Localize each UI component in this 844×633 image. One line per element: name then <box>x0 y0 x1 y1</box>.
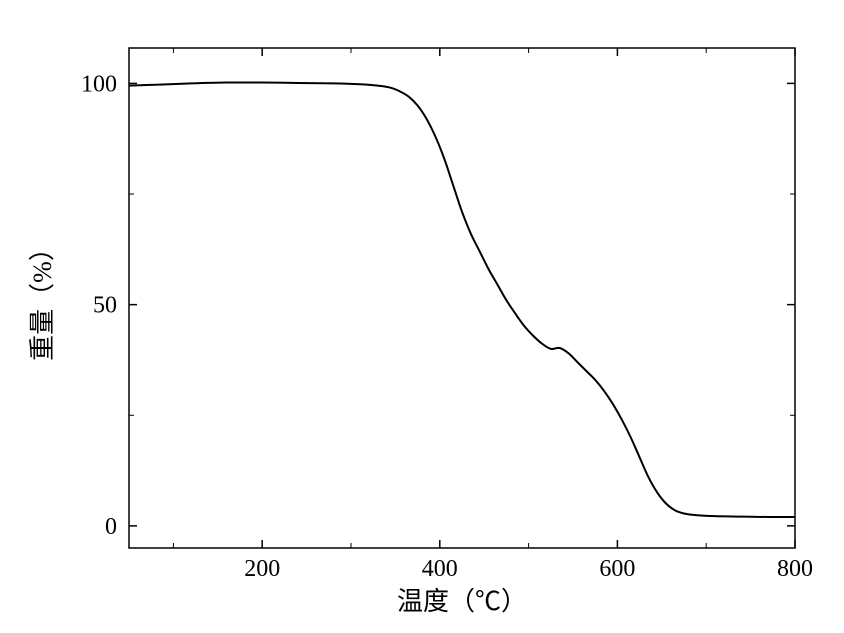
y-axis-label: 重量（%） <box>28 235 57 361</box>
x-tick-label: 400 <box>422 556 458 582</box>
tga-chart: 200 400 600 800 0 50 100 温度（℃） 重量（%） <box>0 0 844 633</box>
plot-frame <box>129 48 795 548</box>
y-tick-label: 50 <box>93 293 117 319</box>
x-tick-label: 600 <box>599 556 635 582</box>
x-tick-label: 800 <box>777 556 813 582</box>
y-tick-label: 0 <box>105 514 117 540</box>
series-line <box>129 82 795 517</box>
chart-svg: 200 400 600 800 0 50 100 温度（℃） 重量（%） <box>0 0 844 633</box>
y-tick-label: 100 <box>81 71 117 97</box>
x-tick-label: 200 <box>244 556 280 582</box>
x-axis-label: 温度（℃） <box>397 587 527 616</box>
